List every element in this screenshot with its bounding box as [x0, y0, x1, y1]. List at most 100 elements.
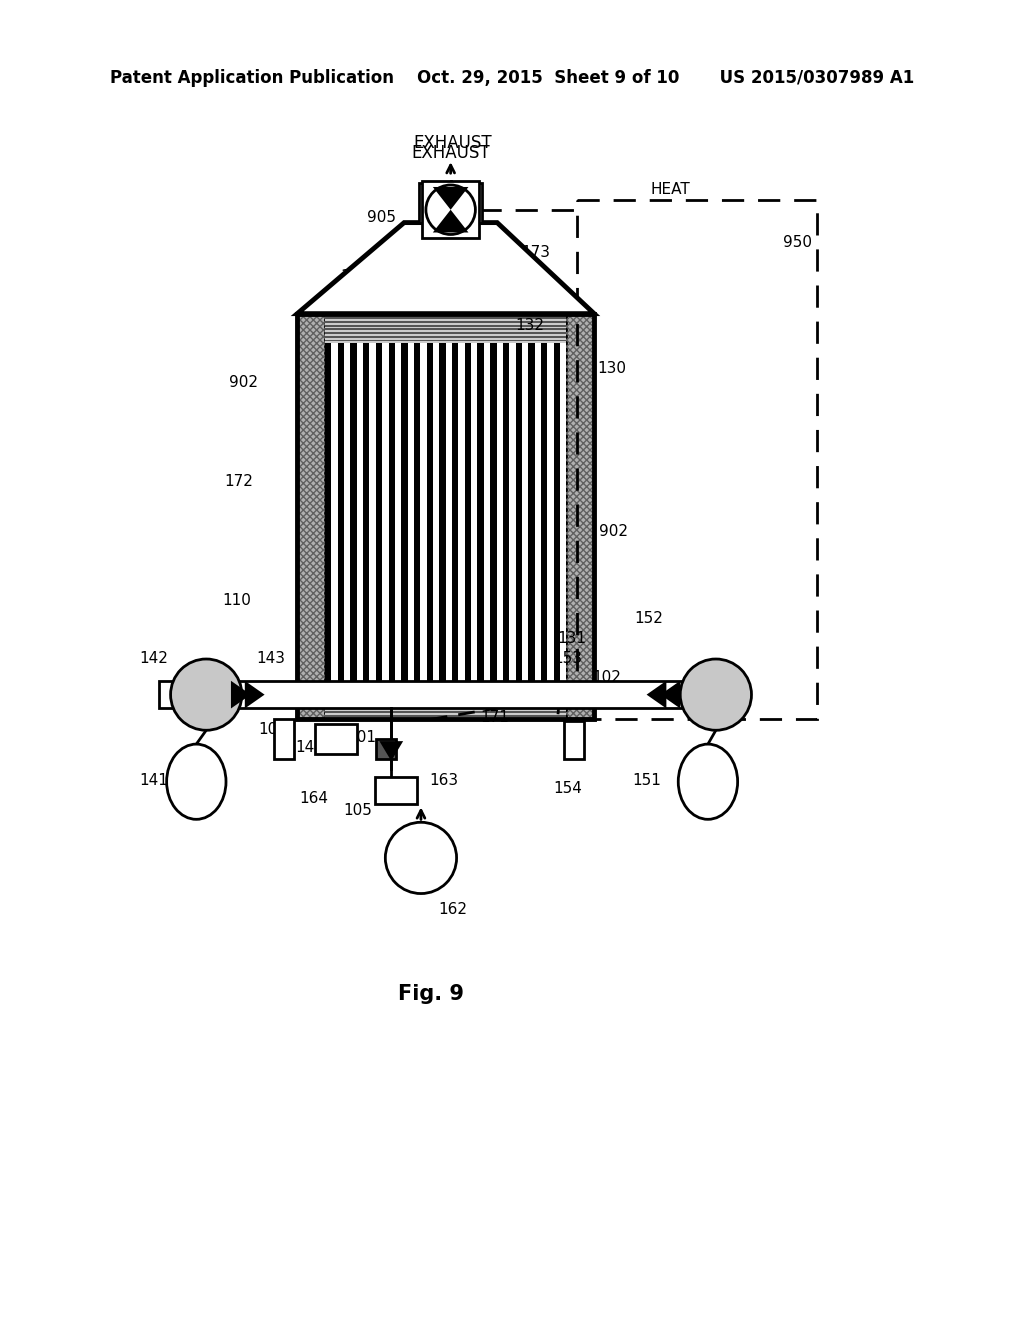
Bar	[325, 708, 566, 709]
Text: 101: 101	[258, 722, 287, 737]
Bar	[325, 319, 566, 321]
Bar	[325, 697, 566, 700]
Text: 102: 102	[593, 671, 622, 685]
Bar	[325, 700, 566, 701]
Bar	[422, 181, 479, 239]
Bar	[325, 323, 566, 325]
Ellipse shape	[167, 744, 226, 820]
Bar	[325, 704, 566, 705]
Bar	[503, 343, 509, 694]
Ellipse shape	[678, 744, 737, 820]
Text: H2O: H2O	[696, 685, 735, 704]
Text: 132: 132	[515, 318, 545, 333]
Bar	[325, 342, 566, 343]
Bar	[325, 692, 566, 693]
Bar	[325, 315, 566, 317]
Bar	[414, 343, 420, 694]
Text: 902: 902	[599, 524, 629, 539]
Bar	[274, 719, 294, 759]
Bar	[325, 335, 566, 338]
Bar	[325, 709, 566, 711]
Text: 154: 154	[553, 781, 582, 796]
Text: TMA: TMA	[185, 685, 226, 704]
Bar	[364, 343, 370, 694]
Text: Fig. 9: Fig. 9	[398, 985, 464, 1005]
Bar	[325, 701, 566, 704]
Bar	[566, 314, 594, 719]
Text: 151: 151	[632, 774, 662, 788]
Bar	[325, 711, 566, 713]
Bar	[325, 715, 566, 717]
Text: 130: 130	[597, 360, 627, 376]
Bar	[297, 314, 325, 719]
Text: 902: 902	[228, 375, 258, 391]
Text: 950: 950	[782, 235, 811, 249]
Bar	[516, 343, 522, 694]
Text: N2: N2	[184, 772, 208, 791]
Bar	[427, 343, 433, 694]
Circle shape	[385, 822, 457, 894]
Polygon shape	[646, 681, 667, 709]
Bar	[477, 343, 483, 694]
Bar	[419, 183, 482, 223]
Polygon shape	[231, 681, 251, 709]
Bar	[325, 326, 566, 329]
Circle shape	[680, 659, 752, 730]
Bar	[159, 681, 728, 709]
Bar	[325, 329, 566, 330]
Circle shape	[426, 185, 475, 235]
Text: 110: 110	[222, 593, 251, 609]
Text: 173: 173	[521, 244, 550, 260]
Bar	[564, 721, 585, 759]
Bar	[541, 343, 548, 694]
Bar	[325, 325, 566, 326]
Bar	[401, 343, 408, 694]
Bar	[325, 330, 566, 333]
Text: 105: 105	[343, 803, 372, 818]
Bar	[325, 717, 566, 719]
Polygon shape	[245, 681, 264, 709]
Text: 120: 120	[340, 268, 369, 284]
Circle shape	[171, 659, 242, 730]
Text: 162: 162	[438, 902, 467, 917]
Bar	[325, 705, 566, 708]
Bar	[325, 321, 566, 323]
Text: 153: 153	[553, 651, 582, 665]
Text: 164: 164	[300, 791, 329, 807]
Text: 131: 131	[557, 631, 586, 645]
Bar	[297, 314, 594, 719]
Text: 901: 901	[347, 730, 376, 744]
Text: Patent Application Publication    Oct. 29, 2015  Sheet 9 of 10       US 2015/030: Patent Application Publication Oct. 29, …	[110, 69, 914, 87]
Bar	[465, 343, 471, 694]
Text: HEAT: HEAT	[650, 182, 690, 198]
Text: 152: 152	[634, 611, 663, 626]
Text: EXHAUST: EXHAUST	[412, 144, 489, 162]
Bar	[325, 338, 566, 339]
Text: 163: 163	[429, 774, 459, 788]
Bar	[388, 343, 395, 694]
Bar	[439, 343, 445, 694]
Bar	[297, 314, 325, 719]
Text: N2: N2	[696, 772, 720, 791]
Bar	[566, 314, 594, 719]
Bar	[325, 333, 566, 334]
Text: 172: 172	[224, 474, 253, 490]
Bar	[315, 725, 356, 754]
Text: 905: 905	[368, 210, 396, 226]
Bar	[490, 343, 497, 694]
Bar	[325, 314, 566, 315]
Bar	[325, 343, 332, 694]
Bar	[325, 696, 566, 697]
Bar	[325, 339, 566, 342]
Polygon shape	[433, 210, 468, 232]
Bar	[578, 199, 817, 719]
Bar	[325, 693, 566, 696]
Bar	[325, 317, 566, 319]
Text: 141: 141	[139, 774, 168, 788]
Bar	[377, 739, 396, 759]
Bar	[554, 343, 560, 694]
Bar	[325, 334, 566, 335]
Bar	[452, 343, 459, 694]
Bar	[325, 314, 566, 719]
Bar	[528, 343, 535, 694]
